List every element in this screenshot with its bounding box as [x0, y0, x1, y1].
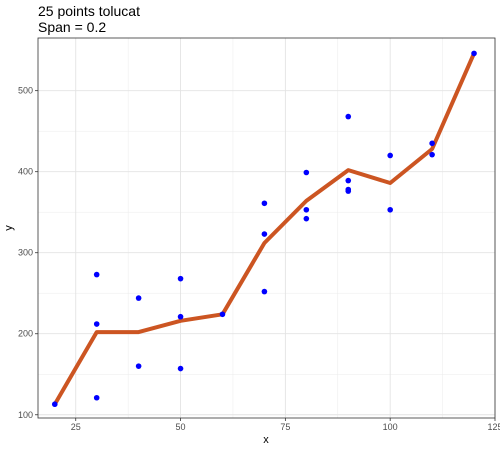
data-point	[345, 113, 352, 120]
data-point	[303, 206, 310, 213]
x-axis-title: x	[263, 434, 269, 446]
y-tick-label: 400	[18, 167, 33, 177]
plot-border	[37, 37, 496, 419]
y-tick-label: 100	[18, 410, 33, 420]
data-point	[429, 151, 435, 158]
data-point	[345, 188, 352, 194]
panel-border	[37, 37, 496, 419]
chart-title: 25 points tolucat	[38, 3, 140, 19]
data-point	[261, 200, 268, 207]
panel-background	[38, 38, 495, 418]
data-point	[93, 321, 100, 327]
axis-ticks: 25 50 75 100 125 100 200 300 400 500	[18, 86, 500, 432]
data-point	[261, 288, 268, 295]
data-point	[177, 365, 184, 372]
data-point	[177, 313, 184, 320]
y-tick-label: 300	[18, 248, 33, 258]
x-tick-label: 75	[280, 422, 290, 432]
x-tick-label: 25	[71, 422, 81, 432]
smooth-line-layer	[52, 51, 476, 407]
data-point	[135, 363, 142, 369]
data-point	[303, 215, 310, 222]
data-points	[51, 50, 477, 408]
data-point	[51, 401, 58, 408]
y-tick-label: 200	[18, 329, 33, 339]
data-point	[135, 295, 142, 301]
data-point	[345, 177, 352, 184]
data-point	[93, 271, 100, 278]
plot-panel	[38, 38, 495, 418]
data-point	[261, 231, 268, 237]
data-point	[429, 140, 435, 147]
data-point	[93, 394, 100, 401]
x-tick-label: 125	[487, 422, 500, 432]
data-point	[387, 152, 393, 159]
data-point	[387, 206, 393, 213]
data-point	[219, 311, 226, 318]
chart-subtitle: Span = 0.2	[38, 19, 106, 35]
data-point	[303, 169, 310, 176]
y-axis-title: y	[3, 225, 15, 231]
smooth-line	[52, 51, 476, 407]
data-point	[177, 275, 184, 282]
x-tick-label: 50	[176, 422, 186, 432]
x-tick-label: 100	[383, 422, 398, 432]
data-point	[471, 50, 477, 57]
y-tick-label: 500	[18, 86, 33, 96]
